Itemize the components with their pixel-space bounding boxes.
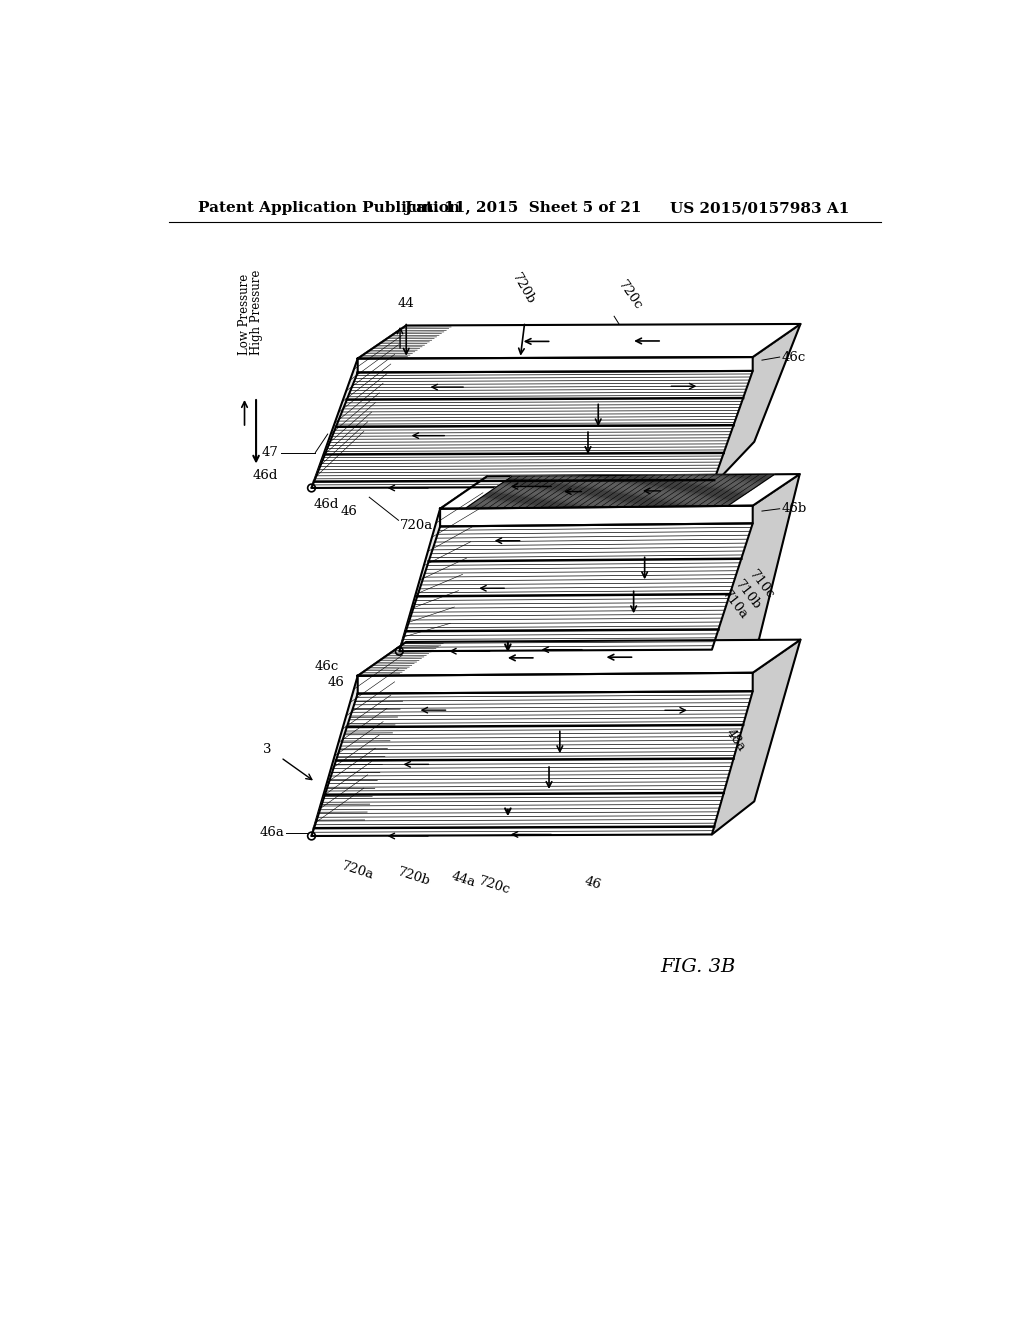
Polygon shape	[357, 640, 801, 676]
Polygon shape	[357, 673, 753, 693]
Text: Low Pressure: Low Pressure	[238, 273, 251, 355]
Polygon shape	[311, 326, 407, 488]
Text: 46c: 46c	[781, 351, 806, 363]
Polygon shape	[440, 506, 753, 527]
Text: 44a: 44a	[450, 870, 477, 890]
Polygon shape	[311, 371, 753, 488]
Text: 46b: 46b	[781, 502, 807, 515]
Text: 720c: 720c	[615, 279, 645, 313]
Text: 48a: 48a	[724, 726, 749, 754]
Text: 3: 3	[263, 743, 271, 756]
Text: 720b: 720b	[396, 866, 432, 888]
Text: 720a: 720a	[340, 859, 376, 882]
Text: 46: 46	[328, 676, 345, 689]
Polygon shape	[311, 692, 753, 836]
Text: 710c: 710c	[746, 568, 777, 601]
Text: 46d: 46d	[253, 469, 279, 482]
Text: 46: 46	[583, 875, 602, 892]
Text: 720c: 720c	[476, 875, 512, 898]
Text: 710b: 710b	[733, 578, 764, 612]
Text: 47: 47	[261, 446, 279, 459]
Text: 46c: 46c	[314, 660, 339, 673]
Polygon shape	[712, 474, 800, 649]
Text: 720a: 720a	[400, 519, 433, 532]
Text: 720b: 720b	[509, 271, 538, 306]
Text: FIG. 3B: FIG. 3B	[660, 958, 735, 975]
Polygon shape	[440, 474, 800, 508]
Text: High Pressure: High Pressure	[250, 269, 262, 355]
Text: 44: 44	[398, 297, 415, 310]
Polygon shape	[712, 323, 801, 487]
Polygon shape	[357, 323, 801, 359]
Polygon shape	[311, 642, 407, 836]
Text: 46: 46	[341, 504, 357, 517]
Text: 46a: 46a	[260, 826, 285, 840]
Text: Jun. 11, 2015  Sheet 5 of 21: Jun. 11, 2015 Sheet 5 of 21	[403, 202, 641, 215]
Polygon shape	[465, 474, 775, 508]
Text: Patent Application Publication: Patent Application Publication	[199, 202, 461, 215]
Polygon shape	[712, 640, 801, 834]
Polygon shape	[399, 524, 753, 651]
Text: 710a: 710a	[720, 587, 751, 622]
Polygon shape	[399, 477, 487, 651]
Text: US 2015/0157983 A1: US 2015/0157983 A1	[670, 202, 849, 215]
Text: 46d: 46d	[313, 499, 339, 511]
Polygon shape	[357, 358, 753, 372]
